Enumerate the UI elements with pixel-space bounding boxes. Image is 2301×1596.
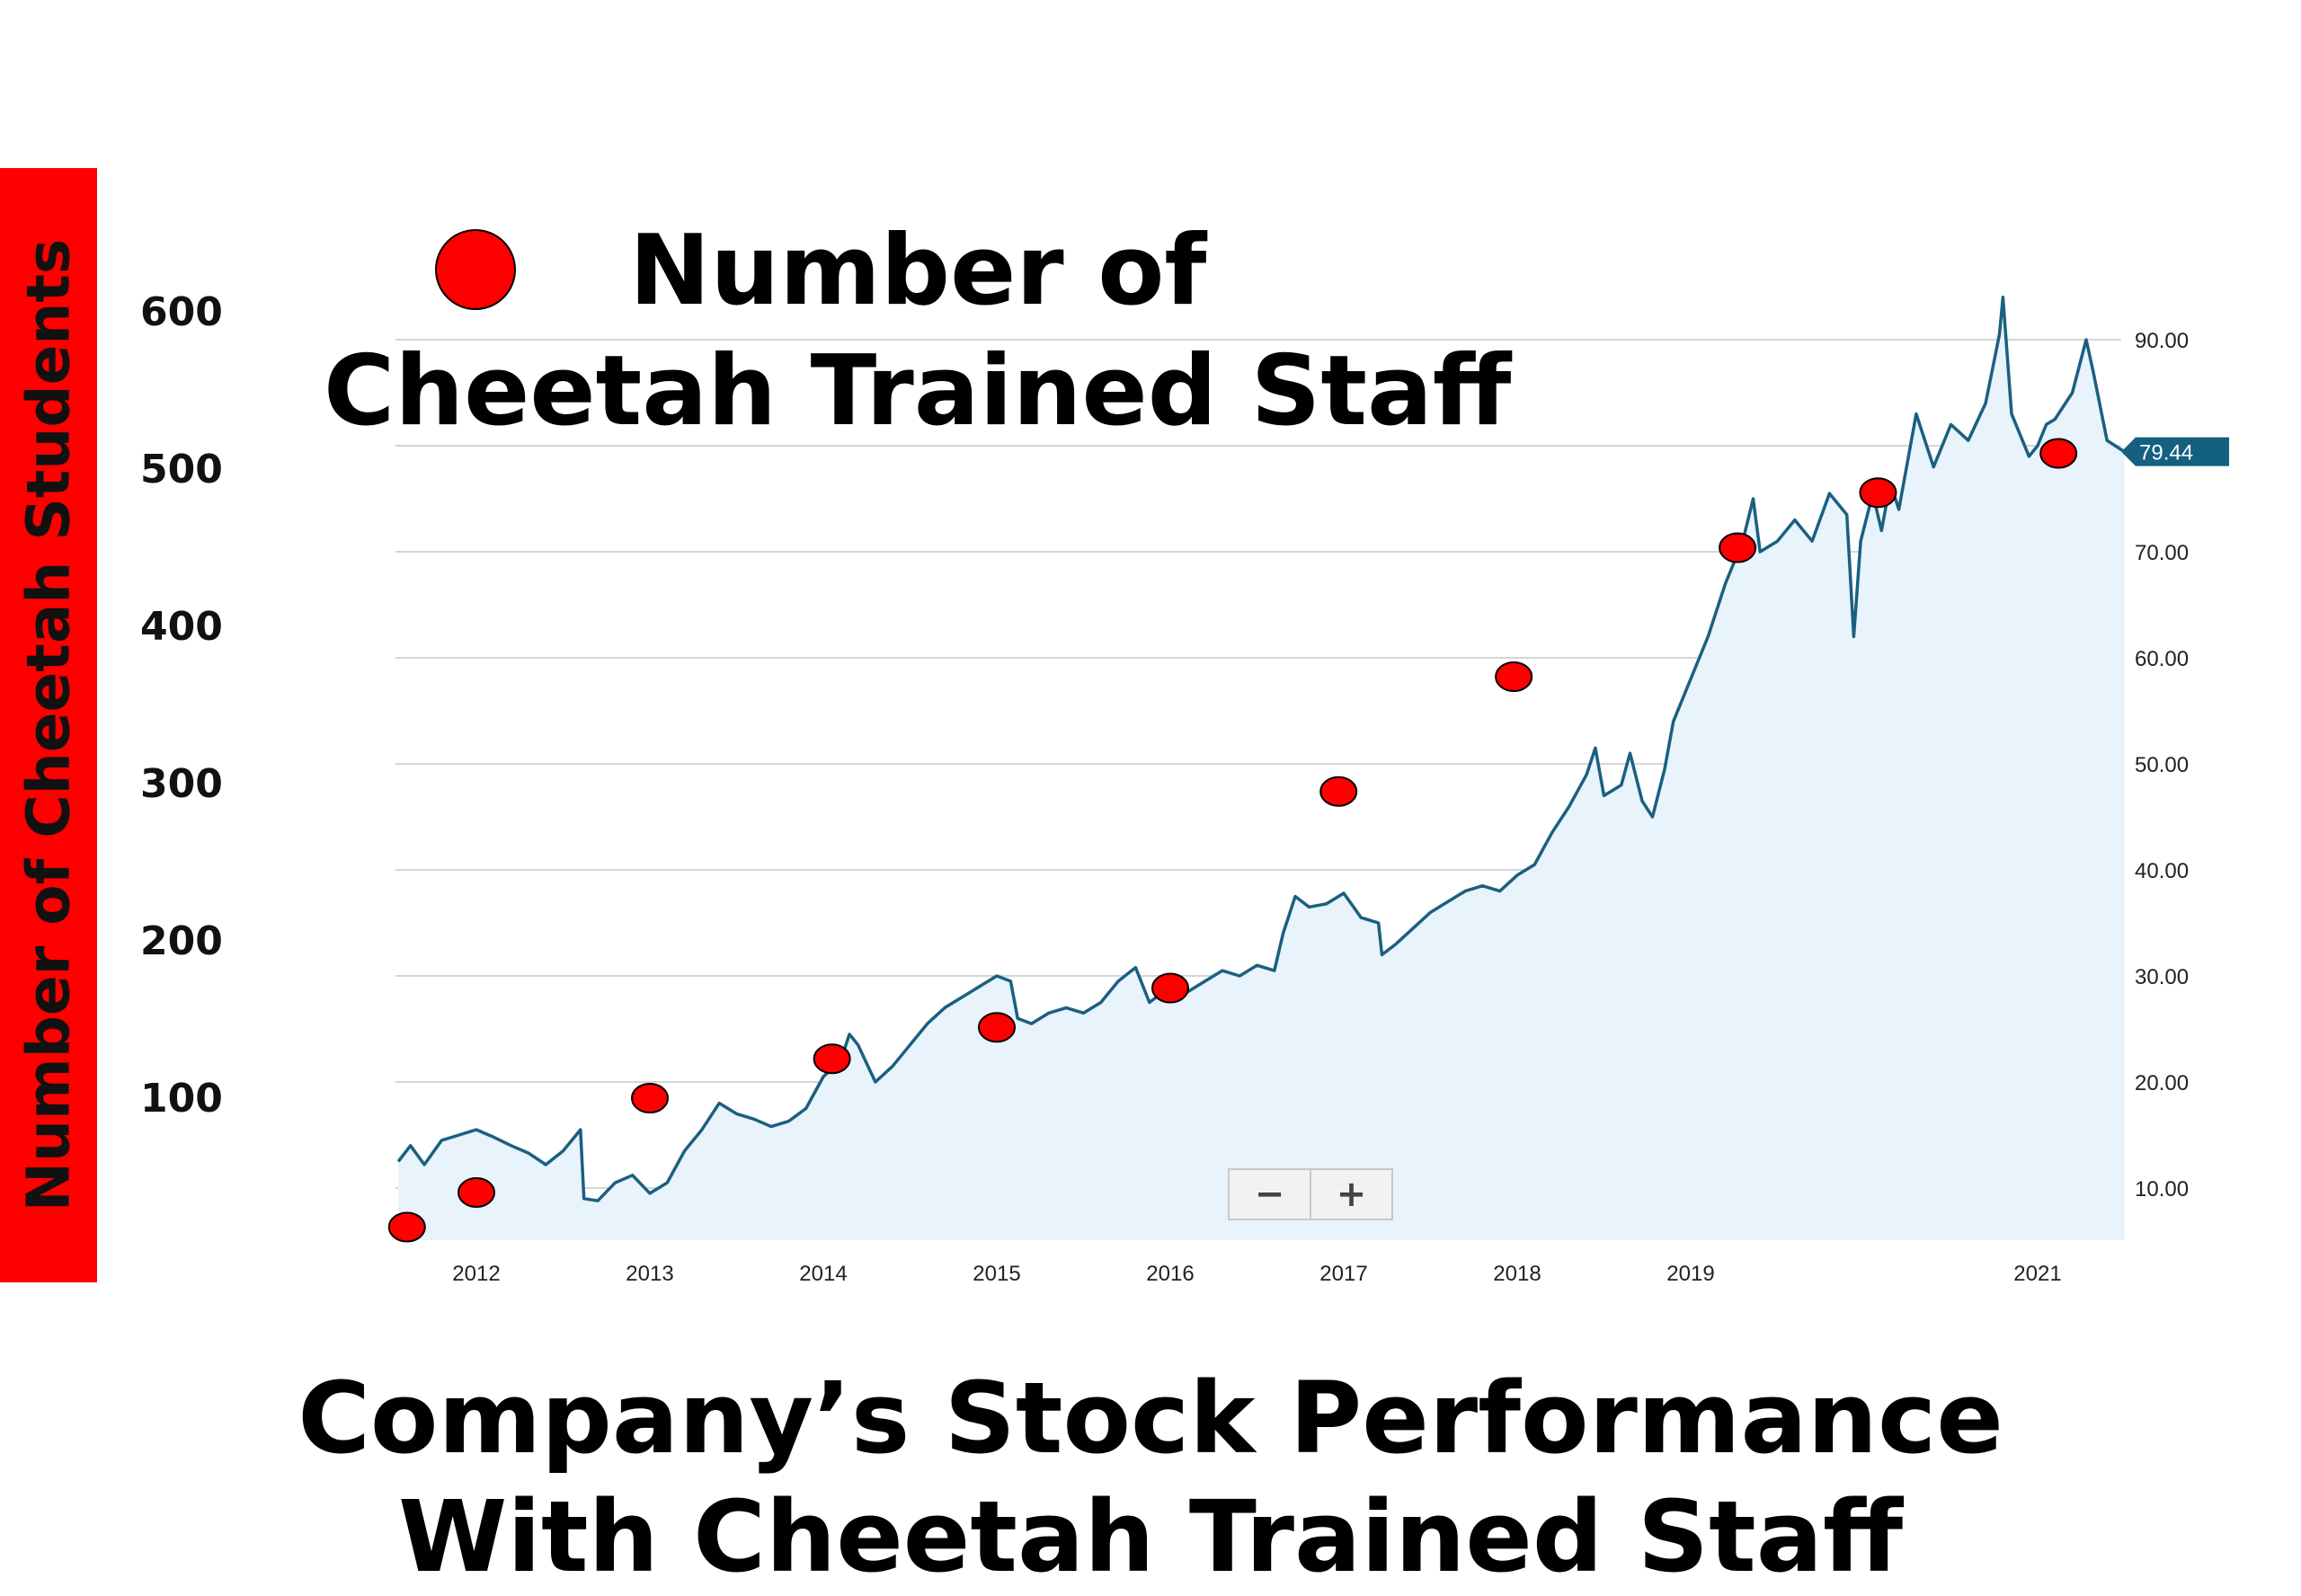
zoom-in-button[interactable]: + — [1310, 1170, 1391, 1219]
x-tick-label: 2018 — [1493, 1262, 1541, 1286]
left-axis-title-bar — [0, 168, 97, 1282]
price-area-fill — [398, 297, 2125, 1240]
left-tick-label: 300 — [140, 761, 223, 807]
x-tick-label: 2017 — [1319, 1262, 1367, 1286]
staff-marker — [978, 1012, 1016, 1043]
staff-marker — [813, 1043, 851, 1075]
staff-marker — [631, 1083, 669, 1113]
grid-lines — [395, 339, 2121, 1189]
staff-marker — [458, 1177, 495, 1208]
right-tick-label: 50.00 — [2135, 753, 2189, 777]
x-tick-label: 2016 — [1146, 1262, 1194, 1286]
staff-marker — [1319, 776, 1358, 807]
x-tick-label: 2015 — [973, 1262, 1020, 1286]
left-tick-label: 200 — [140, 918, 223, 964]
staff-markers — [387, 438, 2078, 1243]
x-axis-ticks: 2012 2013 2014 2015 2016 2017 2018 2019 2021 — [452, 1262, 2061, 1286]
right-tick-label: 10.00 — [2135, 1177, 2189, 1201]
staff-marker — [2039, 438, 2078, 469]
right-tick-label: 70.00 — [2135, 541, 2189, 565]
last-price-badge: 79.44 — [2121, 437, 2229, 466]
caption-line1: Company’s Stock Performance — [298, 1361, 2003, 1476]
left-axis-title: Number of Cheetah Students — [13, 238, 84, 1212]
x-tick-label: 2021 — [2013, 1262, 2061, 1286]
legend-label-line1: Number of — [629, 215, 1207, 327]
right-tick-label: 40.00 — [2135, 859, 2189, 883]
left-axis-ticks: 100 200 300 400 500 600 — [140, 289, 223, 1122]
chart-caption: Company’s Stock Performance With Cheetah… — [0, 1359, 2301, 1596]
x-tick-label: 2012 — [452, 1262, 500, 1286]
zoom-controls: − + — [1228, 1168, 1393, 1220]
last-price-badge-shape — [2121, 437, 2229, 466]
staff-marker — [1719, 532, 1757, 563]
left-tick-label: 400 — [140, 604, 223, 650]
left-tick-label: 600 — [140, 289, 223, 335]
x-tick-label: 2013 — [626, 1262, 673, 1286]
x-tick-label: 2019 — [1666, 1262, 1714, 1286]
staff-marker — [1151, 972, 1189, 1004]
right-tick-label: 90.00 — [2135, 329, 2189, 353]
zoom-out-button[interactable]: − — [1254, 1174, 1285, 1215]
legend-label-line2: Cheetah Trained Staff — [324, 335, 1512, 448]
last-price-label: 79.44 — [2139, 441, 2193, 466]
price-line — [396, 296, 2126, 1202]
caption-line2: With Cheetah Trained Staff — [397, 1479, 1904, 1594]
right-tick-label: 60.00 — [2135, 647, 2189, 671]
left-tick-label: 500 — [140, 447, 223, 492]
staff-marker — [387, 1211, 426, 1243]
legend-dot-icon — [435, 229, 516, 310]
price-area — [398, 297, 2125, 1240]
x-tick-label: 2014 — [799, 1262, 847, 1286]
price-line-path — [396, 296, 2126, 1202]
left-tick-label: 100 — [140, 1076, 223, 1122]
staff-marker — [1859, 477, 1897, 509]
right-tick-label: 20.00 — [2135, 1071, 2189, 1095]
right-tick-label: 30.00 — [2135, 965, 2189, 989]
staff-marker — [1495, 661, 1533, 692]
right-axis-ticks: 10.00 20.00 30.00 40.00 50.00 60.00 70.00 90.00 — [2135, 329, 2189, 1201]
